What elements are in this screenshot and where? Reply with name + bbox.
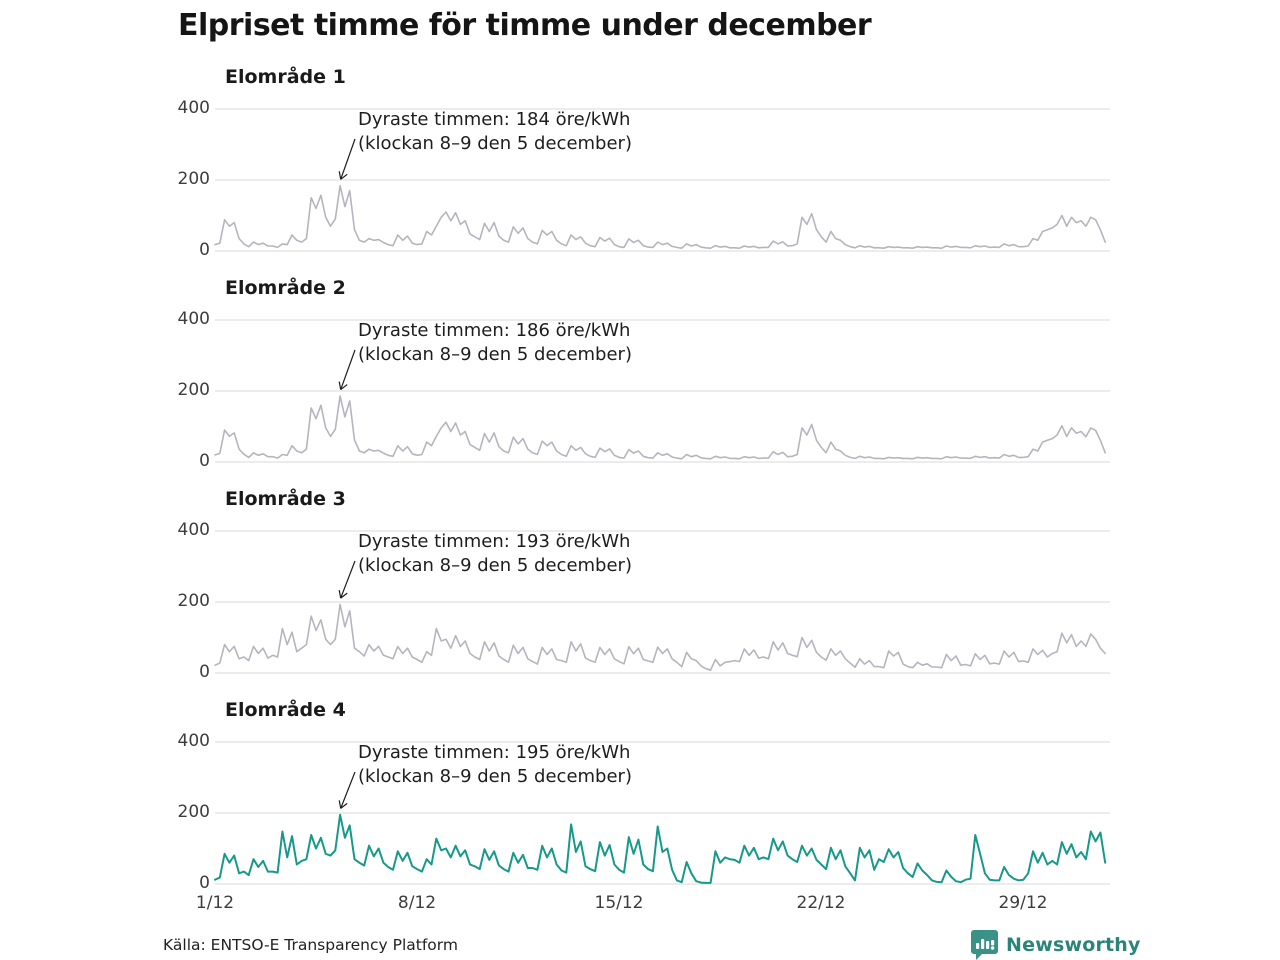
- annotation-line2: (klockan 8–9 den 5 december): [358, 133, 632, 154]
- bar-chart-speech-bubble-icon: [971, 930, 998, 960]
- page-title: Elpriset timme för timme under december: [178, 8, 872, 43]
- line-chart-elomrade-4: [214, 741, 1110, 885]
- annotation-arrow: [338, 771, 356, 809]
- panel-title-elomrade-3: Elområde 3: [225, 488, 346, 510]
- brand-logo: Newsworthy: [970, 929, 1141, 960]
- ytick-400: 400: [177, 520, 210, 540]
- ytick-0: 0: [199, 873, 210, 893]
- annotation-line2: (klockan 8–9 den 5 december): [358, 555, 632, 576]
- panel-title-elomrade-1: Elområde 1: [225, 66, 346, 88]
- ytick-400: 400: [177, 309, 210, 329]
- ytick-0: 0: [199, 662, 210, 682]
- annotation-line1: Dyraste timmen: 186 öre/kWh: [358, 320, 631, 341]
- max-annotation-elomrade-4: Dyraste timmen: 195 öre/kWh (klockan 8–9…: [358, 741, 632, 789]
- max-annotation-elomrade-1: Dyraste timmen: 184 öre/kWh (klockan 8–9…: [358, 108, 632, 156]
- line-chart-elomrade-1: [214, 108, 1110, 252]
- annotation-line2: (klockan 8–9 den 5 december): [358, 766, 632, 787]
- price-line-elområde-2: [214, 395, 1107, 460]
- ytick-400: 400: [177, 731, 210, 751]
- annotation-arrow: [338, 138, 356, 180]
- ytick-200: 200: [177, 591, 210, 611]
- price-line-elområde-1: [214, 184, 1107, 249]
- ytick-400: 400: [177, 98, 210, 118]
- xtick-8-12: 8/12: [397, 893, 437, 913]
- ytick-0: 0: [199, 240, 210, 260]
- annotation-line1: Dyraste timmen: 184 öre/kWh: [358, 109, 631, 130]
- ytick-200: 200: [177, 169, 210, 189]
- max-annotation-elomrade-2: Dyraste timmen: 186 öre/kWh (klockan 8–9…: [358, 319, 632, 367]
- ytick-200: 200: [177, 802, 210, 822]
- max-annotation-elomrade-3: Dyraste timmen: 193 öre/kWh (klockan 8–9…: [358, 530, 632, 578]
- annotation-arrow: [338, 560, 356, 599]
- ytick-200: 200: [177, 380, 210, 400]
- xtick-22-12: 22/12: [796, 893, 846, 913]
- brand-name: Newsworthy: [1006, 933, 1141, 956]
- panel-title-elomrade-2: Elområde 2: [225, 277, 346, 299]
- price-line-elområde-3: [214, 603, 1107, 671]
- price-line-elområde-4: [214, 813, 1107, 884]
- xtick-15-12: 15/12: [594, 893, 644, 913]
- annotation-line1: Dyraste timmen: 195 öre/kWh: [358, 742, 631, 763]
- annotation-arrow: [338, 349, 356, 391]
- ytick-0: 0: [199, 451, 210, 471]
- line-chart-elomrade-3: [214, 530, 1110, 674]
- xtick-1-12: 1/12: [195, 893, 235, 913]
- annotation-line2: (klockan 8–9 den 5 december): [358, 344, 632, 365]
- source-note: Källa: ENTSO-E Transparency Platform: [163, 936, 458, 954]
- line-chart-elomrade-2: [214, 319, 1110, 463]
- xtick-29-12: 29/12: [998, 893, 1048, 913]
- panel-title-elomrade-4: Elområde 4: [225, 699, 346, 721]
- annotation-line1: Dyraste timmen: 193 öre/kWh: [358, 531, 631, 552]
